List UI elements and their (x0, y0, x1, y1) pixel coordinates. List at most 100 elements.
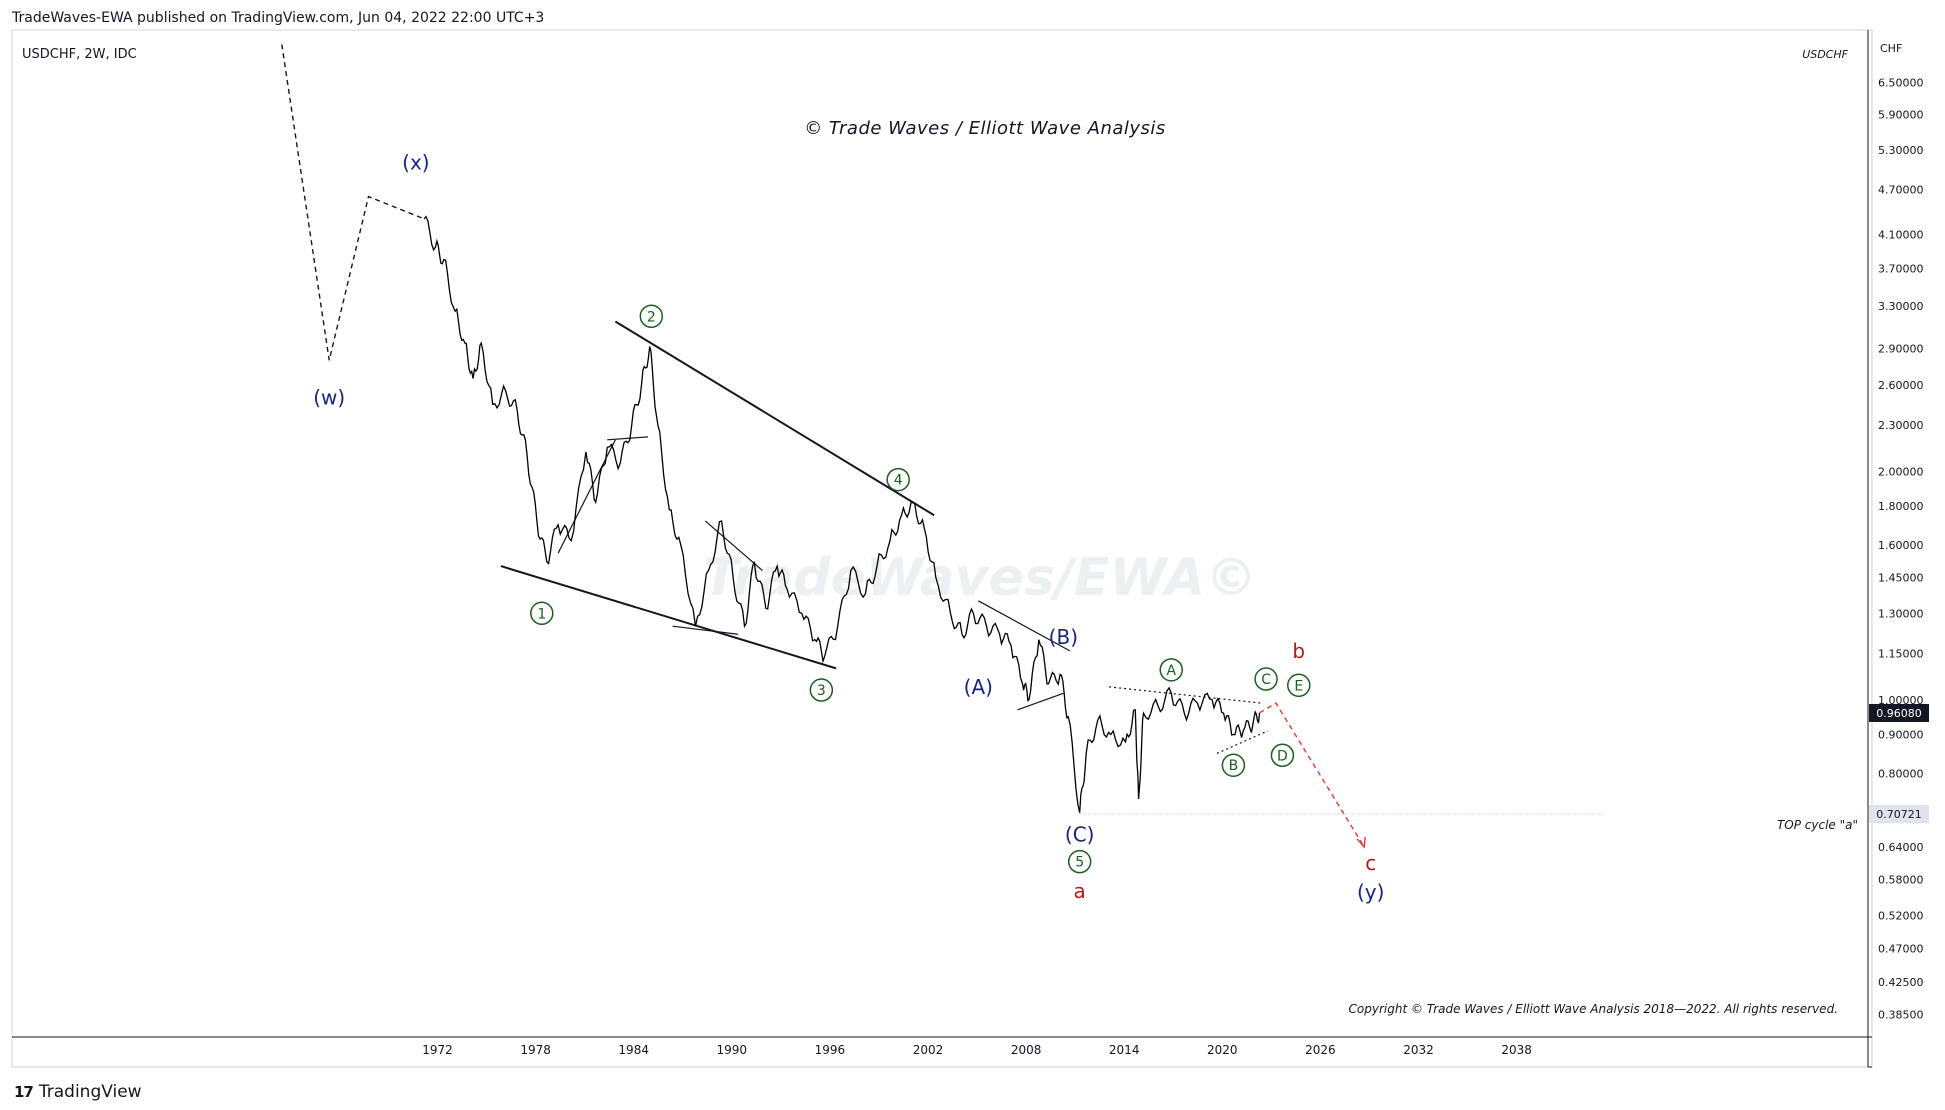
trendline (1109, 686, 1262, 704)
last-price-tag: 0.96080 (1869, 703, 1929, 722)
publish-header: TradeWaves-EWA published on TradingView.… (12, 10, 545, 26)
x-tick-label: 1990 (717, 1043, 748, 1057)
wave-label: (x) (402, 151, 429, 175)
last-price-bg (1869, 703, 1929, 722)
y-tick-label: 0.38500 (1878, 1008, 1924, 1021)
series-historical-w-x-dashed (281, 44, 425, 361)
wave-label: b (1292, 639, 1305, 663)
tradingview-logo[interactable]: 17 TradingView (14, 1082, 142, 1102)
wave-label-circled: E (1294, 678, 1303, 694)
y-tick-label: 2.00000 (1878, 465, 1924, 478)
wave-label-circled: A (1166, 663, 1176, 679)
wave-label-circled: D (1277, 748, 1288, 764)
wave-label-circle (639, 304, 664, 329)
wave-label-circled: 5 (1075, 855, 1084, 871)
y-tick-label: 4.70000 (1878, 184, 1924, 197)
y-tick-label: 1.80000 (1878, 500, 1924, 513)
y-tick-label: 1.15000 (1878, 648, 1924, 661)
x-tick-label: 1978 (520, 1043, 551, 1057)
projection-arrowhead (1356, 836, 1366, 849)
wave-label: (B) (1049, 625, 1078, 649)
trendline (672, 625, 739, 635)
y-tick-label: 0.80000 (1878, 767, 1924, 780)
tradingview-logo-icon: 17 (14, 1083, 34, 1101)
wave-label-circle (1221, 753, 1246, 777)
wave-label: (A) (964, 675, 993, 699)
level-price-text: 0.70721 (1876, 808, 1922, 821)
x-tick-label: 2026 (1305, 1043, 1336, 1057)
y-tick-label: 0.58000 (1878, 873, 1924, 886)
wave-label-circle (530, 601, 554, 626)
y-tick-label: 1.60000 (1878, 539, 1924, 552)
wave-label-circle (809, 678, 834, 702)
wave-label-circle (886, 467, 910, 492)
y-tick-label: 0.47000 (1878, 943, 1924, 956)
tradingview-brand: TradingView (38, 1082, 142, 1102)
y-tick-label: 3.30000 (1878, 300, 1924, 313)
x-tick-label: 2008 (1011, 1043, 1042, 1057)
wave-labels: (w) (x) 1 2 3 4 (A) (B) (C) 5 a A B C D Eb c (y) (313, 151, 1384, 905)
series-usdchf-price (423, 215, 1261, 813)
wave-label-circled: 3 (817, 683, 826, 699)
wave-label-circle (1287, 673, 1311, 698)
y-tick-label: 0.42500 (1878, 976, 1924, 989)
y-tick-label: 3.70000 (1878, 262, 1924, 275)
trendline (1216, 730, 1268, 754)
x-tick-label: 2038 (1501, 1043, 1532, 1057)
wave-label: (y) (1357, 880, 1384, 904)
time-axis-ticks: 1972 1978 1984 1990 1996 2002 2008 2014 2020 2026… (422, 1043, 1532, 1057)
y-tick-label: 1.00000 (1878, 694, 1924, 707)
y-tick-label: 2.90000 (1878, 343, 1924, 356)
wave-label: (w) (313, 386, 345, 410)
x-tick-label: 1972 (422, 1043, 453, 1057)
y-tick-label: 0.52000 (1878, 909, 1924, 922)
y-tick-label: 1.30000 (1878, 607, 1924, 620)
copyright-footer: Copyright © Trade Waves / Elliott Wave A… (1349, 1002, 1838, 1016)
wave-label-circled: 1 (537, 606, 546, 622)
x-tick-label: 2002 (913, 1043, 944, 1057)
wave-label-circled: 4 (894, 473, 903, 489)
y-tick-label: 0.90000 (1878, 729, 1924, 742)
trendline (607, 436, 649, 441)
currency-label: CHF (1880, 42, 1902, 55)
wave-label-circled: 2 (647, 309, 656, 325)
last-price-text: 0.96080 (1876, 707, 1922, 720)
symbol-badge: USDCHF (1802, 48, 1848, 61)
y-tick-label: 2.30000 (1878, 419, 1924, 432)
y-tick-label: 2.60000 (1878, 379, 1924, 392)
y-tick-label: 5.30000 (1878, 144, 1924, 157)
wave-label-circle (1159, 658, 1183, 682)
x-tick-label: 1984 (618, 1043, 649, 1057)
price-series (281, 44, 1366, 849)
series-projection-c (1259, 702, 1365, 848)
plot-area-border (11, 29, 1873, 1068)
x-tick-label: 1996 (815, 1043, 846, 1057)
price-axis-ticks: 6.50000 5.90000 5.30000 4.70000 4.10000 3.700… (1878, 77, 1924, 1022)
wave-label: (C) (1065, 822, 1095, 846)
level-price-bg (1869, 805, 1929, 823)
x-tick-label: 2032 (1403, 1043, 1434, 1057)
chart-title: USDCHF, 2W, IDC (22, 47, 137, 62)
y-tick-label: 6.50000 (1878, 77, 1924, 90)
wave-label-circle (1067, 849, 1092, 874)
top-cycle-label: TOP cycle "a" (1777, 818, 1858, 832)
trendline (1017, 692, 1064, 711)
wave-label-circled: C (1261, 672, 1271, 688)
trendline (978, 600, 1071, 652)
wave-label: a (1074, 879, 1086, 903)
copyright-title: © Trade Waves / Elliott Wave Analysis (804, 118, 1166, 139)
x-tick-label: 2014 (1109, 1043, 1140, 1057)
wave-label-circled: B (1229, 758, 1239, 774)
trendline (704, 520, 763, 571)
trendline (614, 320, 935, 517)
x-tick-label: 2020 (1207, 1043, 1238, 1057)
wave-label-circle (1270, 743, 1295, 768)
wave-label-circle (1254, 667, 1278, 691)
y-tick-label: 1.45000 (1878, 571, 1924, 584)
y-tick-label: 5.90000 (1878, 109, 1924, 122)
wave-label: c (1365, 851, 1376, 875)
watermark: TradeWaves/EWA© (703, 548, 1257, 608)
level-price-tag: 0.70721 (1869, 805, 1929, 823)
y-tick-label: 4.10000 (1878, 229, 1924, 242)
